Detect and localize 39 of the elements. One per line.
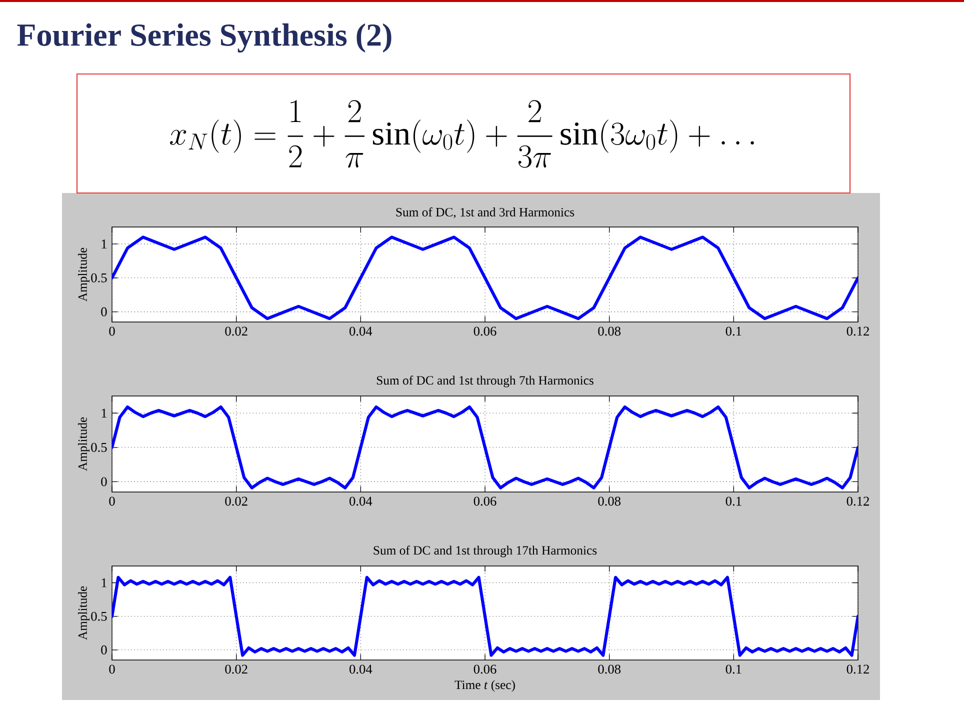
- x-tick-label: 0.06: [474, 326, 496, 336]
- y-tick-label: 1: [102, 408, 107, 418]
- x-tick-label: 0: [109, 664, 115, 674]
- x-tick-label: 0.04: [350, 496, 372, 506]
- y-tick-label: 0: [101, 645, 107, 654]
- x-tick-label: 0.12: [846, 326, 869, 336]
- x-tick-label: 0.1: [726, 496, 742, 506]
- text: Fourier Series Synthesis (2): [17, 23, 392, 53]
- x-tick-label: 0.04: [350, 326, 372, 336]
- chart-title: Sum of DC, 1st and 3rd Harmonics: [396, 207, 574, 218]
- chart-title: Sum of DC and 1st through 7th Harmonics: [376, 376, 594, 388]
- y-tick-label: 0.5: [91, 273, 107, 282]
- x-tick-label: 0.02: [225, 496, 248, 506]
- chart-title: Sum of DC and 1st through 17th Harmonics: [374, 546, 597, 558]
- x-tick-label: 0.04: [350, 664, 372, 674]
- y-tick-label: 0.5: [91, 442, 107, 452]
- x-tick-label: 0.08: [598, 496, 621, 506]
- x-tick-label: 0: [109, 496, 115, 506]
- x-axis-title: Time t (sec): [454, 680, 515, 692]
- x-tick-label: 0.12: [846, 664, 869, 674]
- x-tick-label: 0.1: [726, 326, 742, 336]
- y-axis-title: Amplitude: [78, 248, 90, 302]
- x-tick-label: 0.02: [225, 664, 248, 674]
- x-tick-label: 0.1: [726, 664, 742, 674]
- y-axis-title: Amplitude: [78, 417, 90, 471]
- x-tick-label: 0.08: [598, 326, 621, 336]
- y-tick-label: 1: [102, 240, 107, 248]
- y-tick-label: 0: [101, 307, 107, 316]
- text: $x_N(t)=\frac{1}{2}+\frac{2}{\pi}\sin(\omega_0 t)+\frac{2}{3\pi}\sin(3\omega_0 t)+\ldots$: [170, 100, 754, 168]
- x-tick-label: 0.02: [225, 326, 248, 336]
- y-tick-label: 0.5: [91, 612, 107, 621]
- x-tick-label: 0.06: [474, 496, 496, 506]
- y-axis-title: Amplitude: [78, 586, 90, 640]
- x-tick-label: 0.08: [598, 664, 621, 674]
- x-tick-label: 0.12: [846, 496, 869, 506]
- y-tick-label: 0: [101, 477, 107, 486]
- y-tick-label: 1: [102, 578, 107, 588]
- x-tick-label: 0.06: [474, 664, 496, 674]
- x-tick-label: 0: [109, 326, 115, 336]
